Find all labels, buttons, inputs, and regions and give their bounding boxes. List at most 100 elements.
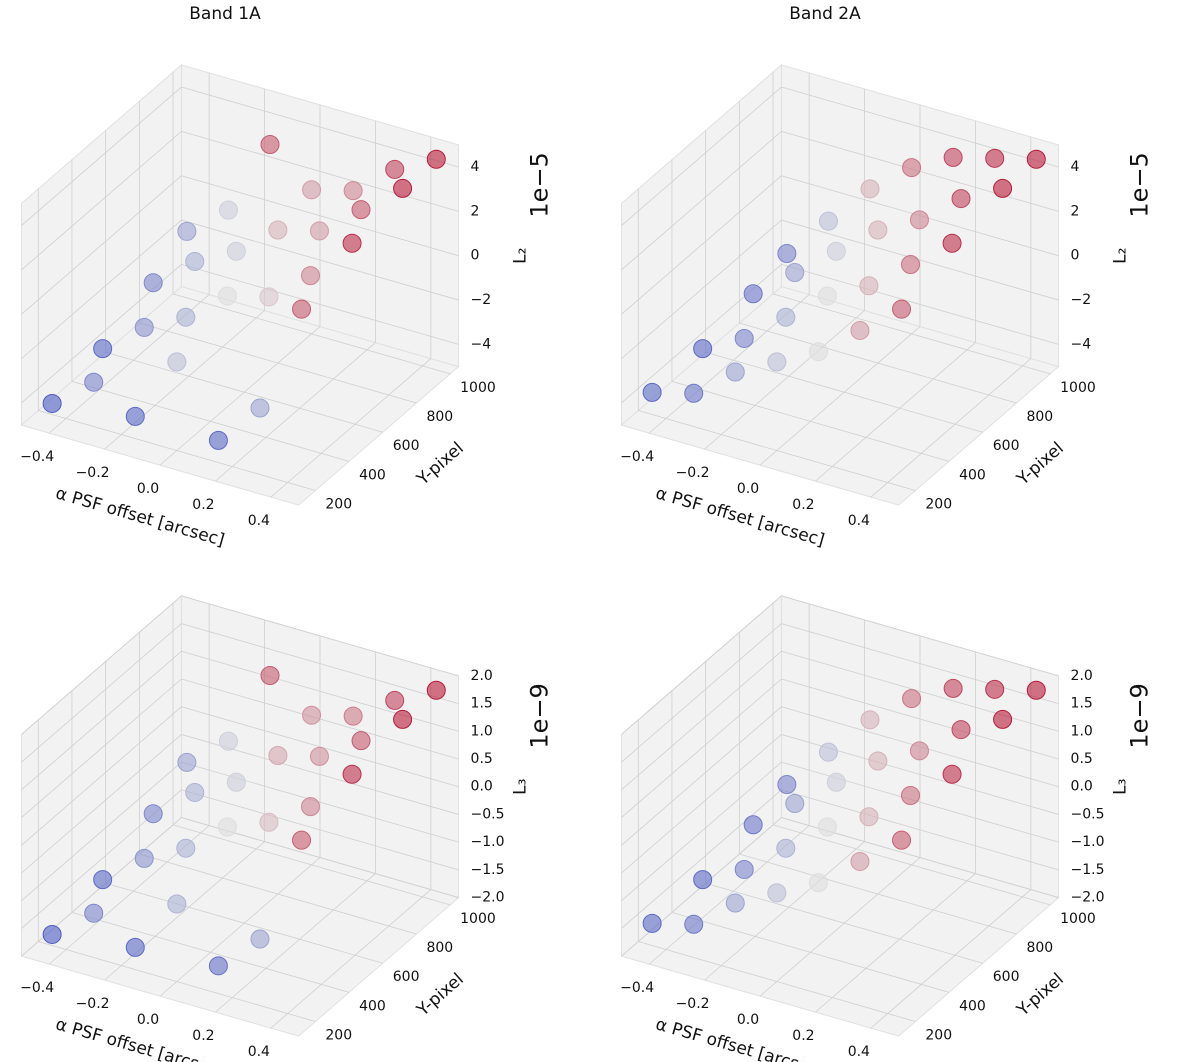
grid-line xyxy=(159,326,321,466)
grid-line xyxy=(781,761,1059,843)
offset-label: 1e−9 xyxy=(526,683,554,748)
point xyxy=(301,797,321,817)
x-tick-label: 0.4 xyxy=(248,513,270,529)
x-tick-label: 0.4 xyxy=(848,1044,870,1060)
point xyxy=(985,148,1005,168)
grid-line xyxy=(181,175,459,257)
point xyxy=(818,211,838,231)
point xyxy=(84,903,104,923)
point xyxy=(985,679,1005,699)
point xyxy=(817,817,837,837)
grid-line xyxy=(181,264,459,345)
grid-line xyxy=(621,175,782,315)
z-tick-label: 1.0 xyxy=(1071,723,1093,739)
grid-line xyxy=(638,410,916,491)
grid-line xyxy=(621,623,782,763)
point xyxy=(260,135,280,155)
grid-line xyxy=(21,131,182,271)
y-tick-label: 1000 xyxy=(1060,380,1096,396)
point xyxy=(343,181,363,201)
point xyxy=(42,393,62,413)
grid-line xyxy=(705,882,983,964)
grid-line xyxy=(270,358,432,498)
x-tick-label: 0.0 xyxy=(737,1012,759,1028)
y-tick-label: 400 xyxy=(959,998,986,1014)
z-tick-label: −2 xyxy=(471,292,492,308)
grid-line xyxy=(621,734,782,874)
grid-line xyxy=(21,678,182,818)
grid-line xyxy=(815,342,976,482)
z-axis-label: L₃ xyxy=(1111,779,1131,795)
grid-line xyxy=(21,706,182,846)
grid-line xyxy=(105,882,383,964)
point xyxy=(218,731,238,751)
grid-line xyxy=(704,310,865,450)
y-tick-label: 1000 xyxy=(1060,911,1096,927)
x-tick-label: 0.2 xyxy=(792,497,814,513)
grid-line xyxy=(772,824,1051,906)
point xyxy=(125,406,145,426)
point xyxy=(176,307,196,327)
offset-label: 1e−5 xyxy=(1126,152,1154,217)
x-tick-label: −0.2 xyxy=(76,996,110,1012)
point xyxy=(301,266,321,286)
grid-line xyxy=(215,342,376,482)
offset-label: 1e−9 xyxy=(1126,683,1154,748)
point xyxy=(785,794,805,814)
point xyxy=(176,838,196,858)
z-axis-label: L₂ xyxy=(511,248,531,264)
point xyxy=(302,180,322,200)
point xyxy=(942,764,962,784)
point xyxy=(343,706,363,726)
point xyxy=(808,873,828,893)
point xyxy=(785,263,805,283)
point xyxy=(902,158,922,178)
grid-line xyxy=(181,789,459,871)
z-tick-label: −1.0 xyxy=(1071,834,1105,850)
grid-line xyxy=(621,131,782,271)
point xyxy=(342,233,362,253)
grid-line xyxy=(172,293,451,375)
point xyxy=(309,221,329,241)
grid-line xyxy=(104,841,265,981)
x-tick-label: 0.2 xyxy=(792,1028,814,1044)
point xyxy=(743,284,763,304)
point xyxy=(817,286,837,306)
y-axis-label: Y-pixel xyxy=(1013,438,1068,490)
point xyxy=(826,241,846,261)
grid-line xyxy=(38,941,316,1022)
y-tick-label: 400 xyxy=(359,467,386,483)
x-tick-label: 0.4 xyxy=(848,513,870,529)
point xyxy=(351,200,371,220)
grid-line xyxy=(21,175,182,315)
grid-line xyxy=(621,86,782,226)
point xyxy=(725,893,745,913)
grid-line xyxy=(621,789,782,929)
point xyxy=(143,804,163,824)
y-tick-label: 600 xyxy=(393,969,420,985)
point xyxy=(125,937,145,957)
point xyxy=(693,870,713,890)
point xyxy=(217,817,237,837)
point xyxy=(868,751,888,771)
grid-line xyxy=(181,130,459,212)
x-tick-label: −0.4 xyxy=(20,980,54,996)
x-tick-label: 0.2 xyxy=(192,497,214,513)
point xyxy=(901,255,921,275)
point xyxy=(909,741,929,761)
x-tick-label: −0.2 xyxy=(76,465,110,481)
grid-line xyxy=(215,873,376,1013)
grid-line xyxy=(704,841,865,981)
z-axis-label: L₃ xyxy=(511,779,531,795)
x-tick-label: 0.0 xyxy=(137,1012,159,1028)
z-tick-label: −2.0 xyxy=(1071,890,1105,906)
point xyxy=(84,372,104,392)
grid-line xyxy=(621,650,782,791)
z-axis-label: L₂ xyxy=(1111,248,1131,264)
point xyxy=(892,299,912,319)
grid-line xyxy=(781,678,1059,760)
y-axis-label: Y-pixel xyxy=(413,969,468,1021)
z-tick-label: −0.5 xyxy=(471,806,505,822)
point xyxy=(808,342,828,362)
